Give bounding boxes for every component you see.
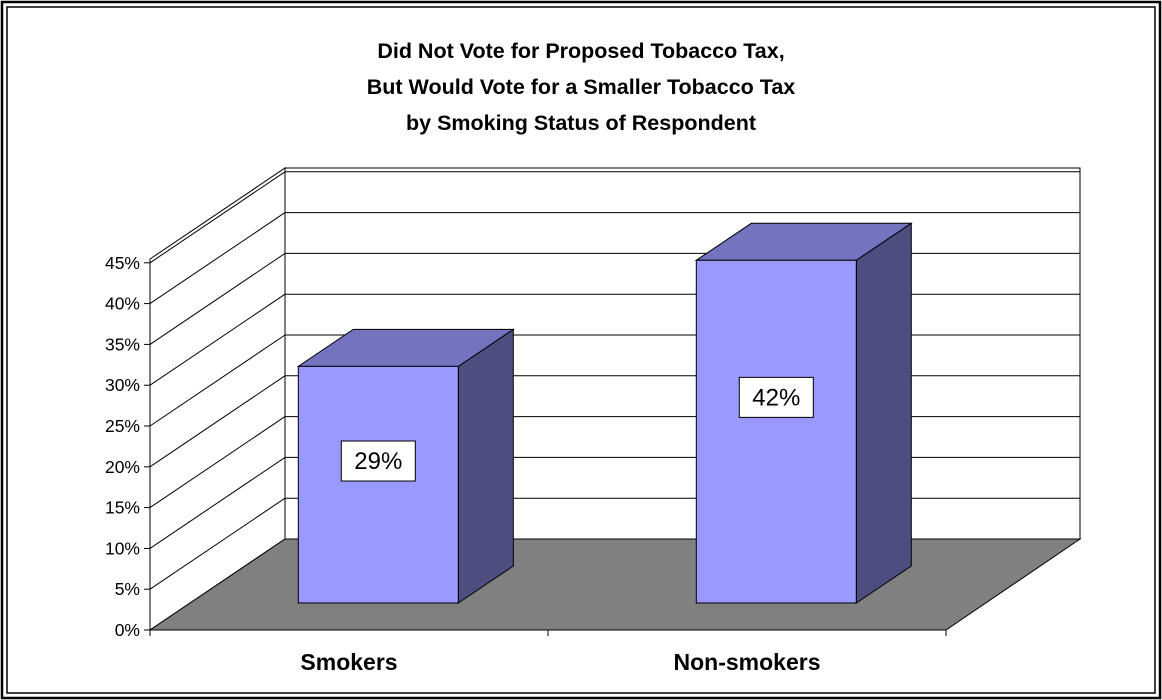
y-tick-label: 25% <box>105 416 140 436</box>
data-label-box <box>738 376 814 418</box>
gridline-side <box>149 456 286 549</box>
y-tick-label: 15% <box>105 498 140 518</box>
gridline-side <box>149 416 286 509</box>
x-category-label: Smokers <box>300 649 397 675</box>
floor-plane <box>148 538 1082 631</box>
chart-title: Did Not Vote for Proposed Tobacco Tax, B… <box>367 39 796 135</box>
y-tick-label: 20% <box>105 457 140 477</box>
x-category-label: Non-smokers <box>674 649 821 675</box>
data-label-box <box>340 440 416 482</box>
gridline-side <box>149 171 286 264</box>
y-tick-label: 45% <box>105 253 140 273</box>
bar-front-face <box>695 259 857 604</box>
data-label: 42% <box>752 384 800 411</box>
chart-title-line-2: But Would Vote for a Smaller Tobacco Tax <box>367 75 796 99</box>
gridline-side <box>149 375 286 468</box>
chart-title-line-3: by Smoking Status of Respondent <box>406 111 756 135</box>
gridline-side <box>149 497 286 590</box>
bar-side-face <box>855 222 912 604</box>
chart-title-line-1: Did Not Vote for Proposed Tobacco Tax, <box>377 39 784 63</box>
y-tick-label: 10% <box>105 538 140 558</box>
y-axis: 0% 5% 10% 15% 20% 25% 30% 35% 40% 45% <box>105 253 151 640</box>
y-tick-label: 40% <box>105 294 140 314</box>
data-label: 29% <box>354 448 402 475</box>
plot-floor <box>148 538 1082 631</box>
bar-smokers: 29% <box>296 328 515 604</box>
gridline-side <box>149 252 286 345</box>
inner-border <box>6 6 1156 694</box>
y-tick-label: 5% <box>115 579 140 599</box>
bar-side-face <box>457 328 514 604</box>
bar-front-face <box>297 365 459 604</box>
bars: 29% 42% <box>296 222 913 604</box>
y-tick-label: 35% <box>105 334 140 354</box>
gridline-side <box>149 212 286 305</box>
gridlines <box>149 171 1080 590</box>
gridline-side <box>149 334 286 427</box>
bar-non-smokers: 42% <box>694 222 913 604</box>
y-tick-label: 0% <box>115 620 140 640</box>
y-tick-label: 30% <box>105 375 140 395</box>
x-axis: Smokers Non-smokers <box>149 629 947 675</box>
gridline-side <box>149 293 286 386</box>
